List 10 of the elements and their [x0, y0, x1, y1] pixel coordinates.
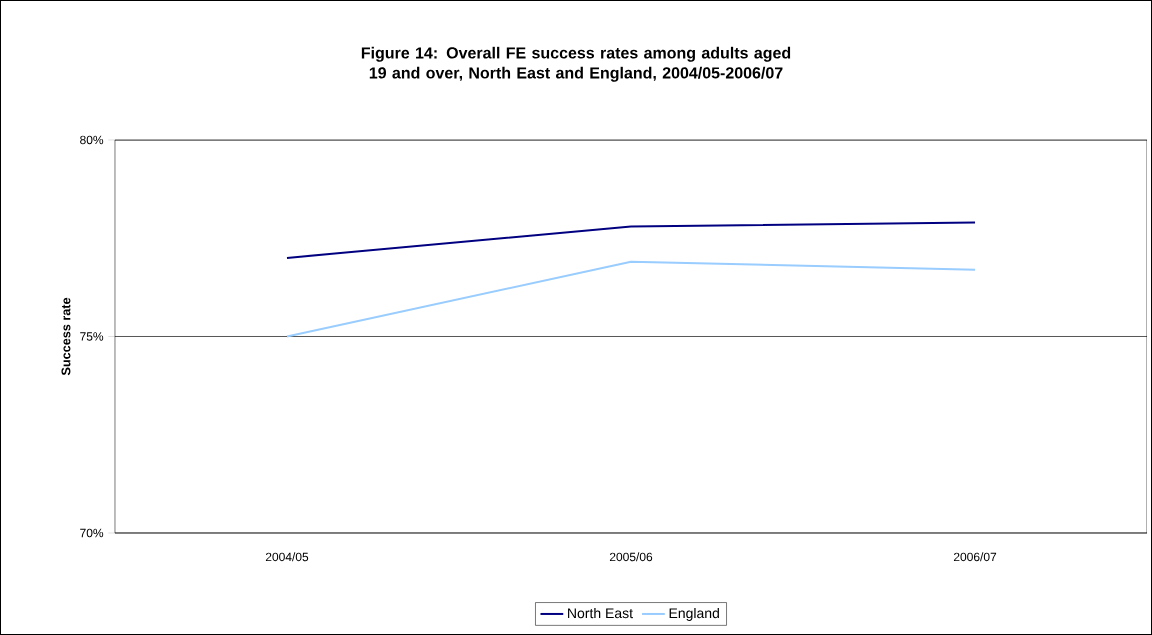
y-tick-label: 75% [80, 332, 104, 341]
x-tick-label: 2005/06 [609, 552, 653, 562]
x-tick-label: 2006/07 [953, 552, 997, 562]
y-tick-label: 80% [80, 135, 104, 145]
y-axis-title: Success rate [61, 297, 71, 376]
legend-label: North East [568, 607, 633, 619]
legend-label: England [669, 607, 719, 621]
x-tick-label: 2004/05 [265, 552, 309, 562]
chart-title: Figure 14: Overall FE success rates among adults aged 19 and over, North East and England, 2004/05-2006/07 [361, 46, 791, 82]
y-tick-label: 70% [80, 528, 104, 538]
